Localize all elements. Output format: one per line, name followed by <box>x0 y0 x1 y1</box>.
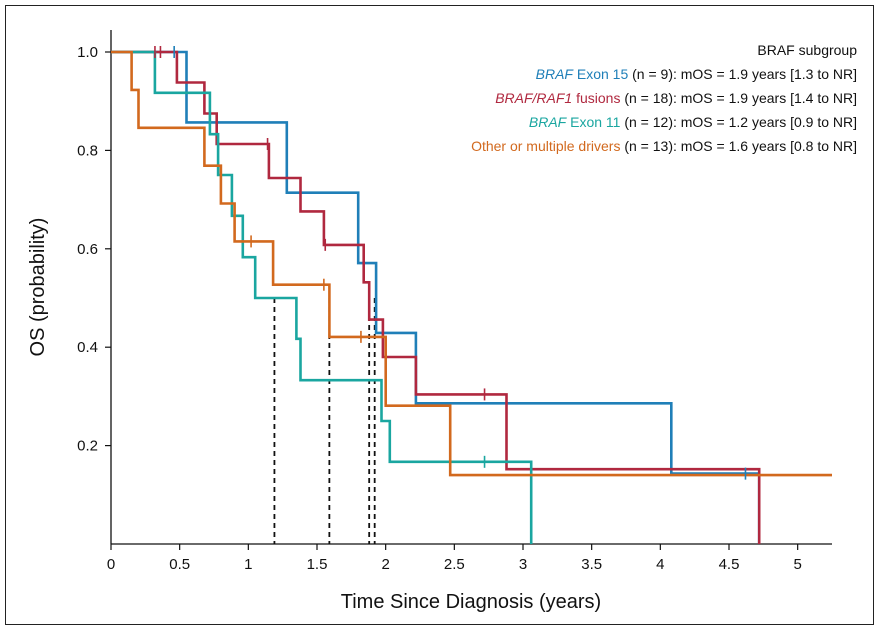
legend: BRAF subgroup BRAF Exon 15 (n = 9): mOS … <box>471 42 857 154</box>
y-tick-label: 0.8 <box>77 142 98 159</box>
y-tick-label: 0.6 <box>77 241 98 258</box>
legend-entry-gene: BRAF <box>536 66 575 82</box>
chart-frame <box>5 5 874 625</box>
survival-curve-1 <box>111 50 761 544</box>
legend-entries: BRAF Exon 15 (n = 9): mOS = 1.9 years [1… <box>471 66 857 154</box>
legend-entry-name: Other or multiple drivers <box>471 138 620 154</box>
plot-area: 0 0.5 1 1.5 2 2.5 3 3.5 4 4.5 5 0.2 0.4 0.6 0.8 1.0 <box>77 30 832 573</box>
x-tick-label: 0.5 <box>169 556 190 573</box>
legend-title: BRAF subgroup <box>757 42 857 58</box>
y-tick-label: 0.4 <box>77 339 98 356</box>
x-tick-label: 4.5 <box>719 556 740 573</box>
legend-entry-stats: (n = 18): mOS = 1.9 years [1.4 to NR] <box>620 90 857 106</box>
x-tick-label: 2.5 <box>444 556 465 573</box>
y-tick-label: 1.0 <box>77 44 98 61</box>
x-ticks: 0 0.5 1 1.5 2 2.5 3 3.5 4 4.5 5 <box>107 544 802 573</box>
legend-entry-name: fusions <box>572 90 620 106</box>
legend-entry-name: Exon 11 <box>566 114 620 130</box>
legend-entry-stats: (n = 12): mOS = 1.2 years [0.9 to NR] <box>620 114 857 130</box>
y-ticks: 0.2 0.4 0.6 0.8 1.0 <box>77 44 111 455</box>
y-axis-title: OS (probability) <box>27 218 49 357</box>
x-tick-label: 0 <box>107 556 115 573</box>
legend-entry-name: Exon 15 <box>573 66 628 82</box>
survival-curve-2 <box>111 50 761 544</box>
x-tick-label: 3.5 <box>581 556 602 573</box>
y-tick-label: 0.2 <box>77 438 98 455</box>
legend-entry-gene: BRAF <box>529 114 568 130</box>
legend-entry-gene: BRAF/RAF1 <box>495 90 572 106</box>
legend-entry-2: BRAF/RAF1 fusions (n = 18): mOS = 1.9 ye… <box>495 90 857 106</box>
survival-curve-4 <box>111 50 832 477</box>
x-tick-label: 3 <box>519 556 527 573</box>
median-lines <box>273 298 376 544</box>
legend-entry-4: Other or multiple drivers (n = 13): mOS … <box>471 138 857 154</box>
legend-entry-stats: (n = 13): mOS = 1.6 years [0.8 to NR] <box>620 138 857 154</box>
x-tick-label: 5 <box>793 556 801 573</box>
censor-marks <box>154 46 747 480</box>
x-tick-label: 2 <box>381 556 389 573</box>
legend-entry-stats: (n = 9): mOS = 1.9 years [1.3 to NR] <box>628 66 857 82</box>
survival-curve-3 <box>111 50 533 544</box>
legend-entry-3: BRAF Exon 11 (n = 12): mOS = 1.2 years [… <box>529 114 857 130</box>
x-tick-label: 1.5 <box>307 556 328 573</box>
x-tick-label: 1 <box>244 556 252 573</box>
x-tick-label: 4 <box>656 556 664 573</box>
legend-entry-1: BRAF Exon 15 (n = 9): mOS = 1.9 years [1… <box>536 66 857 82</box>
x-axis-title: Time Since Diagnosis (years) <box>341 591 601 613</box>
survival-curves <box>111 50 832 544</box>
